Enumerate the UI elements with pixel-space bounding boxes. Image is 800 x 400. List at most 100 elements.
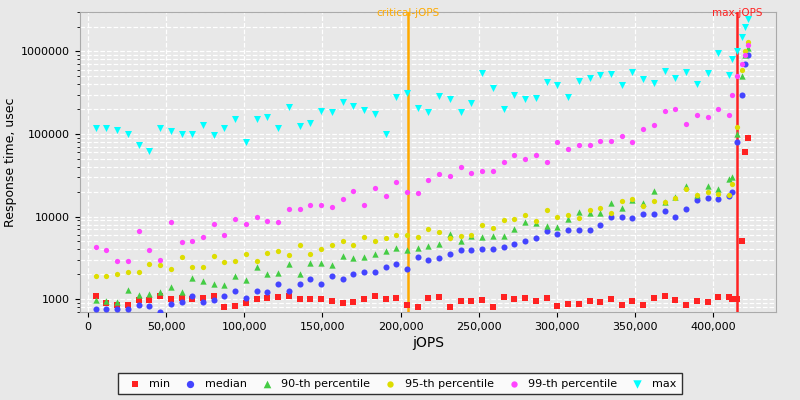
95-th percentile	[336, 238, 349, 244]
90-th percentile	[540, 223, 553, 229]
min	[572, 301, 585, 307]
95-th percentile	[390, 232, 402, 239]
95-th percentile	[658, 199, 671, 206]
95-th percentile	[239, 251, 252, 257]
max	[518, 96, 531, 103]
95-th percentile	[443, 234, 456, 241]
median	[122, 306, 134, 312]
median	[186, 292, 198, 299]
90-th percentile	[583, 210, 596, 216]
90-th percentile	[207, 280, 220, 287]
90-th percentile	[110, 299, 123, 305]
median	[730, 139, 743, 145]
min	[379, 296, 392, 302]
min	[186, 296, 198, 302]
max	[368, 111, 381, 117]
median	[572, 226, 585, 233]
95-th percentile	[422, 226, 435, 232]
min	[669, 297, 682, 303]
95-th percentile	[401, 232, 414, 238]
min	[658, 293, 671, 300]
max	[314, 108, 327, 115]
95-th percentile	[498, 216, 510, 223]
95-th percentile	[229, 258, 242, 264]
median	[90, 306, 102, 312]
median	[164, 301, 177, 307]
min	[314, 296, 327, 302]
median	[735, 91, 748, 98]
90-th percentile	[261, 271, 274, 278]
90-th percentile	[498, 233, 510, 240]
99-th percentile	[742, 42, 754, 48]
max	[239, 138, 252, 145]
median	[722, 192, 735, 199]
90-th percentile	[572, 208, 585, 215]
min	[282, 293, 295, 299]
min	[326, 298, 338, 305]
median	[443, 251, 456, 257]
95-th percentile	[680, 186, 693, 192]
90-th percentile	[282, 261, 295, 267]
median	[647, 211, 660, 218]
90-th percentile	[379, 248, 392, 254]
median	[626, 215, 639, 221]
99-th percentile	[422, 177, 435, 184]
95-th percentile	[738, 48, 751, 55]
99-th percentile	[186, 238, 198, 244]
Legend: min, median, 90-th percentile, 95-th percentile, 99-th percentile, max: min, median, 90-th percentile, 95-th per…	[118, 373, 682, 394]
min	[154, 293, 166, 299]
median	[498, 244, 510, 250]
95-th percentile	[132, 269, 145, 276]
99-th percentile	[605, 138, 618, 145]
max	[637, 76, 650, 82]
99-th percentile	[326, 204, 338, 211]
99-th percentile	[615, 133, 628, 139]
max	[443, 96, 456, 102]
99-th percentile	[218, 232, 231, 238]
max	[726, 56, 738, 63]
99-th percentile	[175, 238, 188, 245]
max	[379, 130, 392, 137]
max	[261, 114, 274, 120]
min	[294, 295, 306, 302]
95-th percentile	[594, 205, 606, 211]
median	[314, 281, 327, 288]
min	[401, 302, 414, 308]
max	[540, 78, 553, 85]
min	[197, 295, 210, 302]
median	[282, 288, 295, 294]
99-th percentile	[726, 91, 738, 98]
max	[218, 125, 231, 131]
max	[508, 92, 521, 98]
max	[197, 122, 210, 128]
median	[583, 226, 596, 233]
max	[326, 109, 338, 116]
min	[239, 300, 252, 307]
95-th percentile	[730, 124, 743, 131]
95-th percentile	[722, 191, 735, 198]
99-th percentile	[304, 202, 317, 208]
min	[304, 296, 317, 303]
min	[583, 298, 596, 305]
95-th percentile	[712, 191, 725, 198]
95-th percentile	[261, 250, 274, 256]
median	[401, 266, 414, 272]
median	[368, 268, 381, 275]
min	[690, 298, 703, 304]
min	[486, 303, 499, 310]
median	[508, 240, 521, 247]
95-th percentile	[626, 196, 639, 202]
median	[358, 269, 370, 275]
90-th percentile	[90, 297, 102, 304]
min	[722, 294, 735, 300]
90-th percentile	[197, 278, 210, 284]
max	[454, 109, 467, 116]
min	[411, 304, 424, 310]
median	[379, 264, 392, 270]
min	[164, 296, 177, 302]
min	[100, 300, 113, 306]
min	[476, 297, 489, 303]
max	[702, 70, 714, 76]
min	[735, 238, 748, 245]
Text: critical-jOPS: critical-jOPS	[377, 8, 440, 18]
